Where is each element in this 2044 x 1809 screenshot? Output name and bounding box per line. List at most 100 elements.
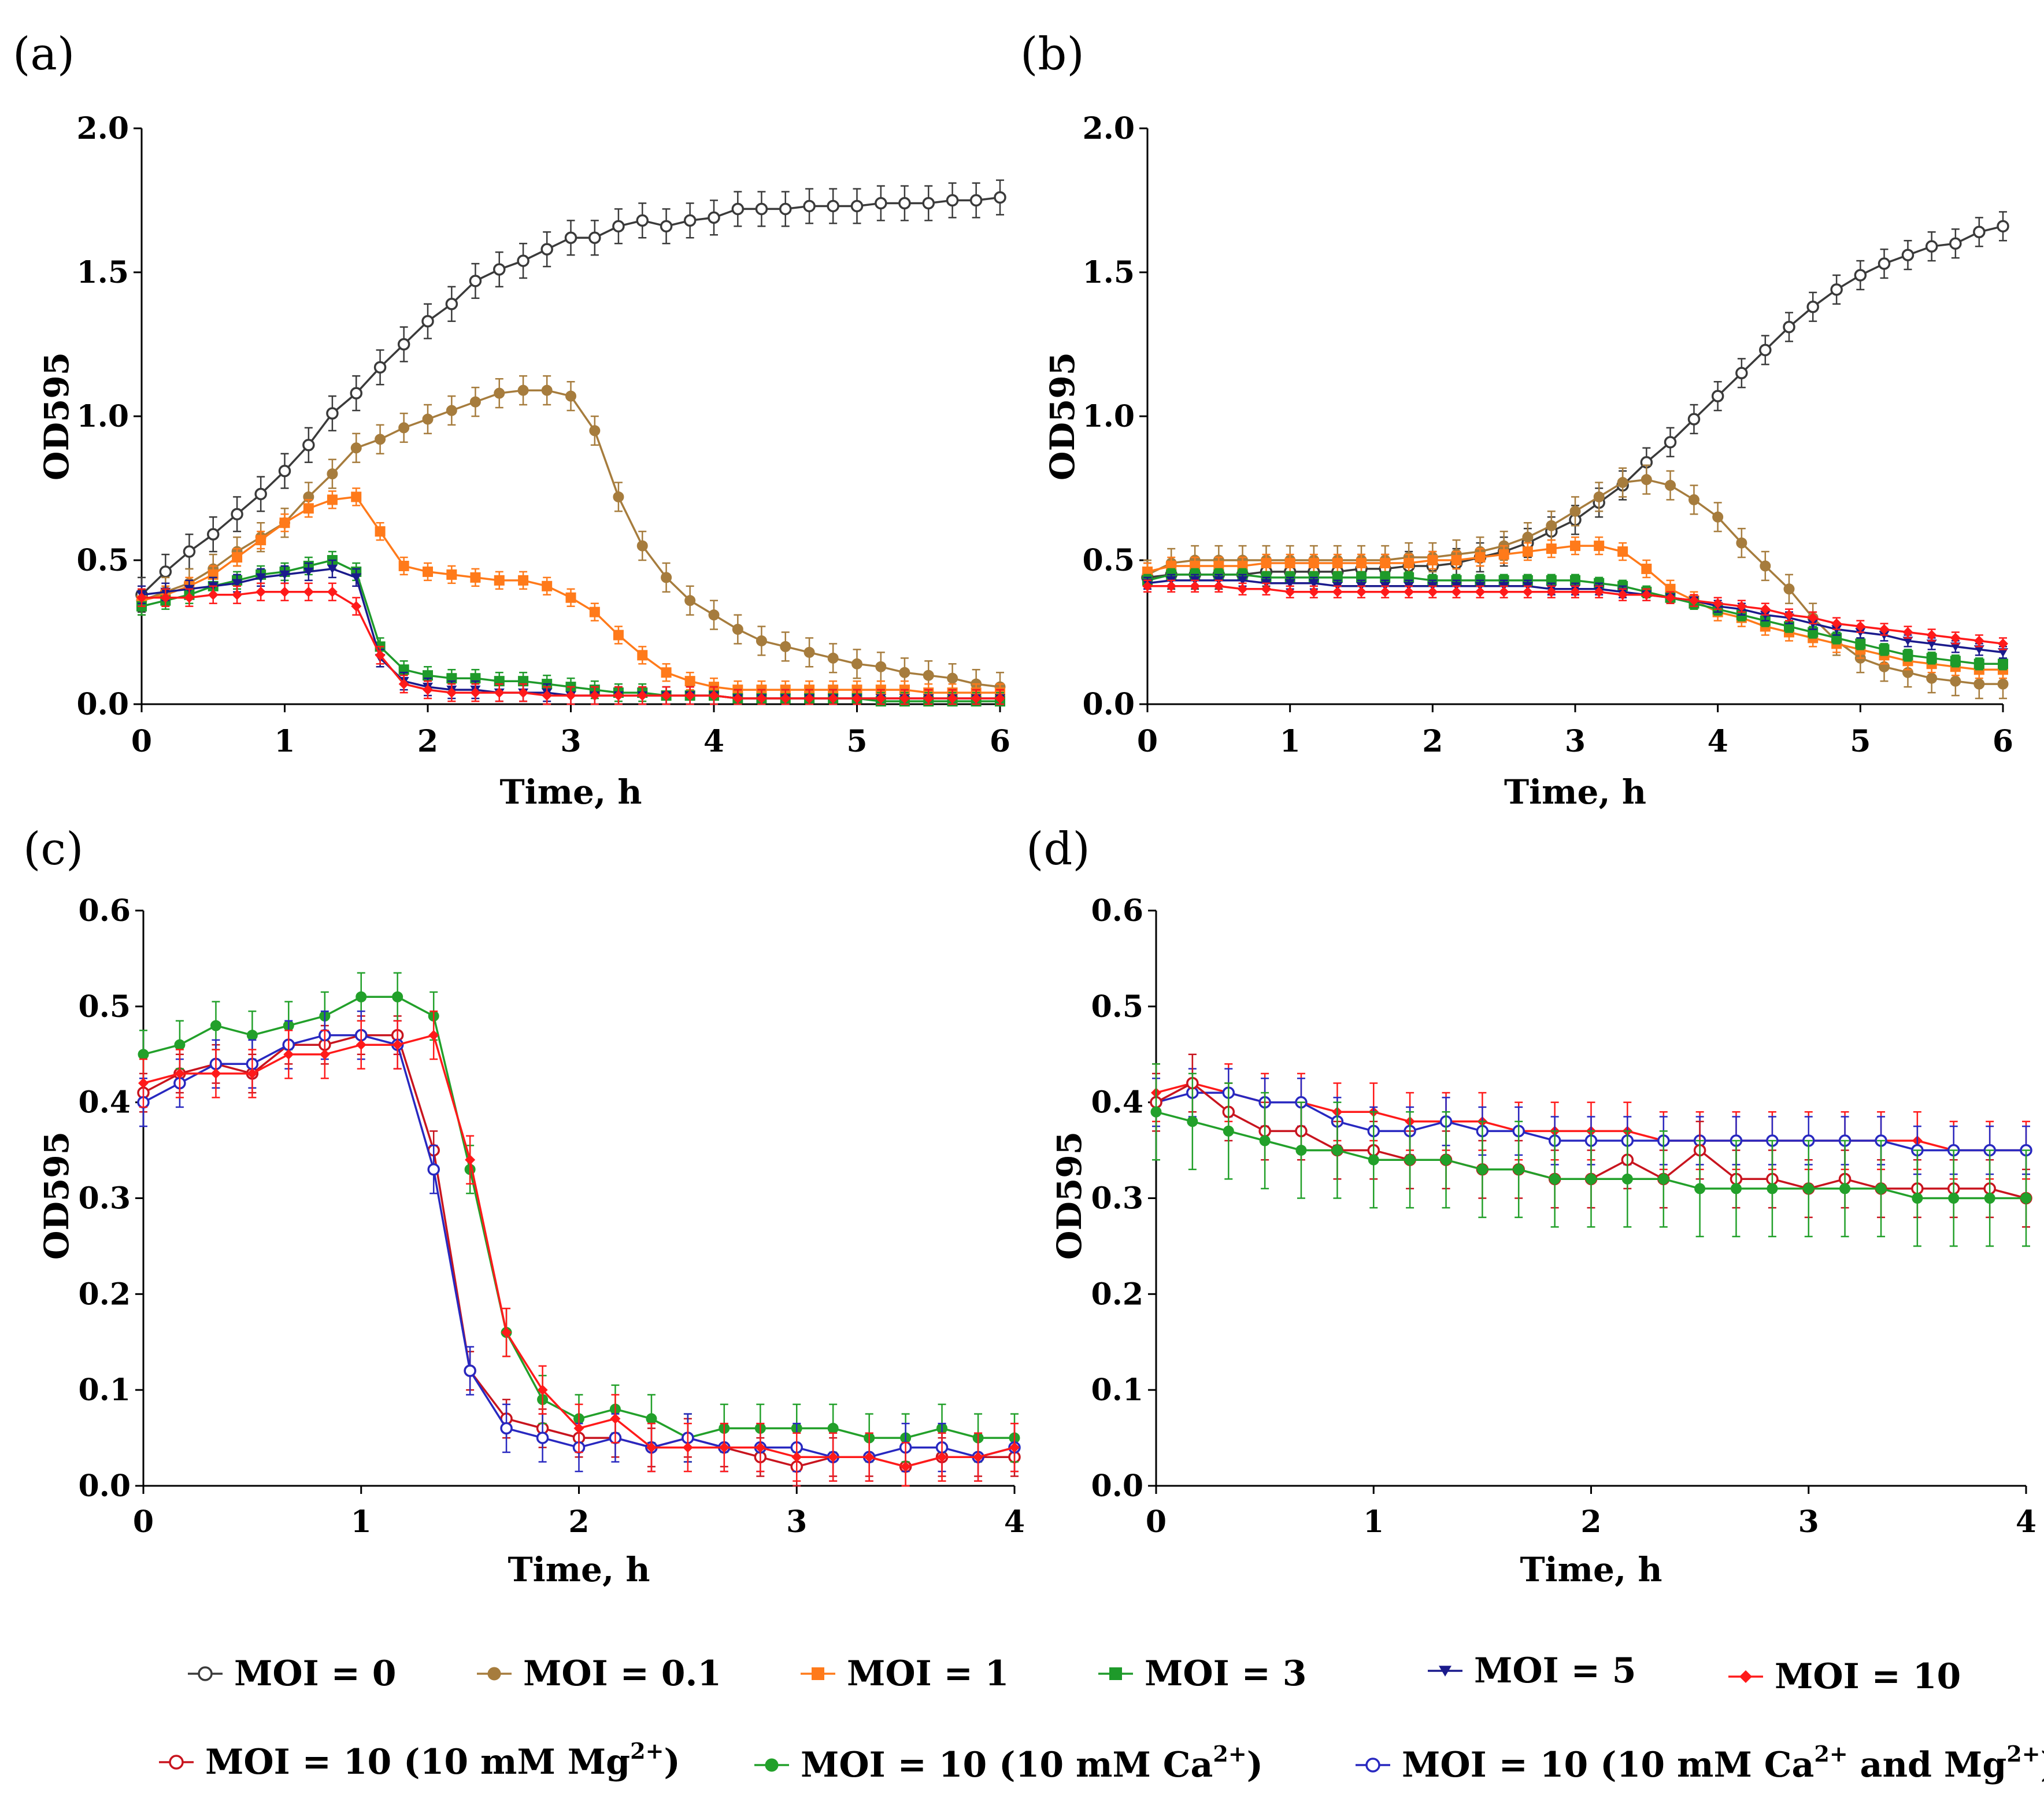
series-moi3: [136, 550, 1005, 707]
data-point-moi10: [899, 693, 910, 704]
data-point-moi1: [1617, 546, 1628, 557]
data-point-moi01: [732, 624, 743, 635]
y-tick-label: 1.0: [1083, 399, 1135, 434]
data-point-moi01: [947, 672, 958, 684]
legend-row-2: MOI = 10 (10 mM Mg2+) MOI = 10 (10 mM Ca…: [159, 1738, 2044, 1785]
legend-label-camg-main: MOI = 10 (10 mM Ca: [1402, 1745, 1814, 1785]
data-point-moi01: [1688, 494, 1699, 505]
data-point-moi01: [469, 396, 481, 408]
x-axis-label: Time, h: [499, 772, 642, 812]
data-point-moi10: [1498, 586, 1509, 597]
legend-item-ca: MOI = 10 (10 mM Ca2+): [754, 1741, 1263, 1785]
data-point-moi10: [1546, 586, 1557, 597]
y-tick-label: 0.4: [79, 1085, 131, 1120]
data-point-moi10: [1831, 618, 1842, 629]
data-point-moi0: [1783, 320, 1795, 334]
legend-item-moi01: MOI = 0.1: [477, 1653, 721, 1694]
data-point-moi1: [1451, 555, 1462, 565]
legend-swatch-marker: [198, 1666, 213, 1681]
legend-swatch-moi01: [477, 1667, 512, 1681]
data-point-moi10: [1973, 635, 1984, 646]
data-point-moi0: [254, 487, 267, 501]
data-point-moi0: [421, 315, 434, 328]
data-point-moi10: [184, 592, 195, 603]
data-point-moi01: [422, 413, 434, 425]
data-point-moi01: [875, 661, 887, 672]
data-point-moi10: [947, 693, 958, 704]
y-tick-label: 1.5: [77, 255, 129, 290]
data-point-moi10: [709, 690, 719, 701]
data-point-moi10: [351, 601, 362, 612]
data-point-camg: [536, 1431, 549, 1444]
data-point-moi01: [1926, 672, 1938, 684]
data-point-moi10: [160, 592, 171, 603]
data-point-moi10: [501, 1327, 512, 1338]
data-point-moi1: [1475, 552, 1486, 563]
data-point-moi10: [828, 1452, 839, 1463]
data-point-ca: [1730, 1183, 1742, 1194]
data-point-moi10: [1617, 589, 1628, 600]
data-point-moi10: [1380, 586, 1391, 597]
data-point-moi1: [613, 630, 624, 641]
data-point-moi10: [1404, 586, 1414, 597]
series-moi1: [136, 487, 1005, 702]
data-point-moi0: [1687, 413, 1701, 426]
data-point-moi0: [1806, 301, 1819, 313]
data-point-moi0: [803, 199, 816, 213]
data-point-moi0: [1997, 220, 2009, 233]
legend-label-ca-main: MOI = 10 (10 mM Ca: [801, 1745, 1213, 1785]
data-point-moi10: [875, 693, 886, 704]
data-point-moi1: [1404, 557, 1414, 568]
data-point-moi01: [375, 434, 386, 445]
data-point-moi1: [351, 491, 362, 502]
series-moi1: [1142, 536, 2008, 679]
legend-item-camg: MOI = 10 (10 mM Ca2+ and Mg2+): [1356, 1741, 2044, 1785]
data-point-moi1: [1284, 557, 1295, 568]
data-point-moi01: [1546, 520, 1557, 531]
data-point-moi10: [208, 589, 219, 600]
data-point-ca: [174, 1039, 186, 1050]
y-tick-label: 0.6: [1091, 893, 1143, 928]
data-point-moi01: [899, 667, 910, 678]
series-moi0: [135, 179, 1006, 613]
data-point-moi0: [207, 528, 220, 541]
data-point-moi0: [612, 220, 625, 233]
legend-label-moi5: MOI = 5: [1474, 1651, 1636, 1691]
data-point-moi10: [828, 693, 839, 704]
legend-label-ca-tail: ): [1247, 1745, 1263, 1785]
data-point-moi01: [1665, 480, 1676, 491]
data-point-moi10: [537, 1385, 548, 1396]
series-ca: [1150, 1063, 2032, 1247]
data-point-moi1: [1332, 557, 1343, 568]
data-point-moi3: [1879, 644, 1890, 655]
y-axis-label: OD595: [37, 352, 76, 480]
data-point-moi0: [517, 254, 529, 267]
legend-swatch-moi5: [1428, 1666, 1462, 1677]
x-tick-label: 1: [351, 1504, 372, 1540]
data-point-moi5: [1926, 639, 1937, 649]
data-point-moi10: [900, 1461, 911, 1472]
data-point-moi0: [1711, 390, 1724, 402]
legend-label-moi01: MOI = 0.1: [523, 1653, 721, 1694]
data-point-moi5: [1950, 642, 1961, 652]
y-tick-label: 0.0: [79, 1468, 131, 1504]
data-point-ca: [827, 1423, 839, 1434]
series-line-camg: [143, 1034, 1015, 1459]
data-point-moi0: [183, 545, 196, 558]
data-point-moi1: [518, 575, 529, 586]
data-point-moi01: [1569, 505, 1581, 517]
data-point-moi10: [1808, 612, 1819, 623]
data-point-moi1: [1427, 555, 1438, 565]
data-point-moi10: [279, 586, 290, 597]
data-point-moi5: [1973, 645, 1984, 654]
data-point-ca: [2020, 1193, 2032, 1204]
data-point-moi5: [1998, 648, 2008, 657]
data-point-moi10: [1308, 586, 1319, 597]
data-point-moi0: [1759, 343, 1772, 357]
data-point-moi1: [279, 517, 290, 528]
data-point-ca: [1368, 1154, 1379, 1166]
legend-item-moi5: MOI = 5: [1428, 1651, 1636, 1691]
x-tick-label: 2: [417, 724, 438, 759]
data-point-moi10: [247, 1068, 258, 1079]
